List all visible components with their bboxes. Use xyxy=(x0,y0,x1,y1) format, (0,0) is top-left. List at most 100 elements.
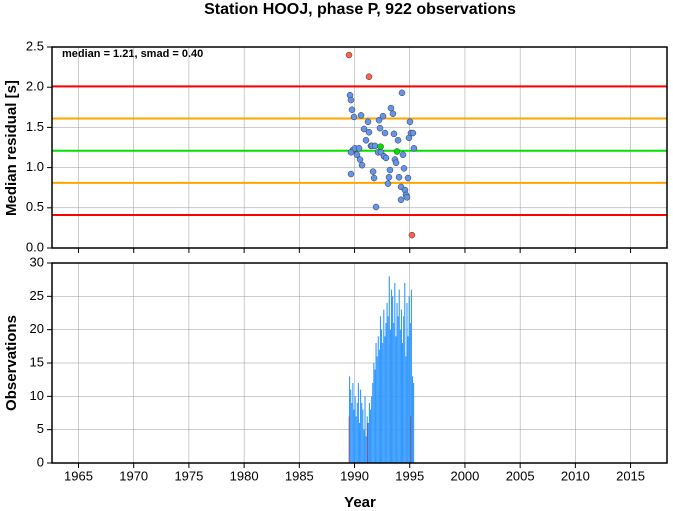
bar xyxy=(378,349,380,463)
data-point xyxy=(347,149,355,156)
chart-title: Station HOOJ, phase P, 922 observations xyxy=(204,1,516,18)
data-point xyxy=(386,166,394,174)
bar xyxy=(399,329,401,463)
data-point xyxy=(404,174,412,182)
bar xyxy=(351,403,353,463)
bar xyxy=(381,329,383,463)
bar xyxy=(386,303,388,463)
y-tick-label: 2.0 xyxy=(26,79,44,94)
y-tick-label: 5 xyxy=(37,421,44,436)
bar xyxy=(397,316,399,463)
bar xyxy=(357,383,359,463)
x-tick-label: 1965 xyxy=(64,468,93,483)
bar xyxy=(373,363,375,463)
data-point xyxy=(398,89,406,97)
bar xyxy=(404,283,406,463)
data-point xyxy=(371,142,379,150)
bar xyxy=(411,376,414,463)
data-point xyxy=(389,110,397,117)
bar xyxy=(384,336,386,463)
plot-frame xyxy=(51,262,668,464)
bar xyxy=(367,423,369,463)
y-tick-label: 1.0 xyxy=(26,159,44,174)
data-point xyxy=(382,154,390,162)
data-point xyxy=(397,196,405,204)
data-point xyxy=(358,161,366,169)
plot-frame xyxy=(51,46,668,249)
bar xyxy=(363,429,365,463)
data-point xyxy=(400,165,408,172)
data-point xyxy=(399,151,407,158)
data-point xyxy=(347,96,355,104)
bar xyxy=(390,289,393,463)
x-tick-label: 1980 xyxy=(230,468,259,483)
data-point xyxy=(381,129,389,137)
x-tick-label: 1990 xyxy=(340,468,369,483)
bar xyxy=(396,303,398,463)
data-point xyxy=(408,231,416,239)
bar xyxy=(403,316,405,463)
y-tick-label: 20 xyxy=(30,321,44,336)
y-tick-label: 15 xyxy=(30,354,44,369)
bar xyxy=(354,396,356,463)
data-point xyxy=(406,118,414,126)
x-tick-label: 2000 xyxy=(450,468,479,483)
bar xyxy=(348,416,350,463)
data-point xyxy=(365,128,373,136)
bar xyxy=(376,356,378,463)
data-point xyxy=(348,106,356,113)
x-tick-label: 1985 xyxy=(285,468,314,483)
data-point xyxy=(347,170,355,178)
data-point xyxy=(395,173,403,181)
data-point xyxy=(364,118,372,126)
data-point xyxy=(369,168,377,175)
bar xyxy=(407,336,409,463)
data-point xyxy=(356,156,364,163)
bar xyxy=(350,389,352,463)
bar xyxy=(406,303,408,463)
bar xyxy=(382,343,384,463)
data-point xyxy=(379,112,387,120)
y-tick-label: 0.5 xyxy=(26,199,44,214)
bar xyxy=(353,409,355,463)
bar xyxy=(374,369,376,463)
bar xyxy=(377,336,379,463)
x-tick-label: 1975 xyxy=(174,468,203,483)
data-point xyxy=(403,194,411,201)
bar xyxy=(358,423,361,463)
data-point xyxy=(365,73,373,80)
bar xyxy=(379,316,382,463)
bar xyxy=(387,316,389,463)
x-tick-label: 2015 xyxy=(616,468,645,483)
data-point xyxy=(375,116,383,124)
bar xyxy=(368,403,370,463)
bar xyxy=(395,336,397,463)
y-axis-label: Median residual [s] xyxy=(3,80,20,216)
x-axis-label: Year xyxy=(344,494,376,511)
y-axis-label: Observations xyxy=(3,315,20,411)
x-tick-label: 1970 xyxy=(119,468,148,483)
bar xyxy=(410,416,412,463)
data-point xyxy=(384,180,392,187)
bar xyxy=(375,343,377,463)
x-tick-label: 1995 xyxy=(395,468,424,483)
y-tick-label: 30 xyxy=(30,254,44,269)
data-point xyxy=(376,124,384,132)
x-tick-label: 2005 xyxy=(506,468,535,483)
data-point xyxy=(393,148,401,155)
data-point xyxy=(390,130,398,138)
data-point xyxy=(392,159,400,167)
data-point xyxy=(360,125,368,133)
data-point xyxy=(362,137,370,144)
y-tick-label: 10 xyxy=(30,388,44,403)
bar xyxy=(355,416,357,463)
data-point xyxy=(345,51,353,59)
bar xyxy=(360,389,362,463)
bar xyxy=(385,323,387,463)
bar xyxy=(400,309,403,463)
bar xyxy=(402,343,404,463)
data-point xyxy=(370,174,378,182)
bar xyxy=(408,296,410,463)
bar xyxy=(409,323,411,463)
